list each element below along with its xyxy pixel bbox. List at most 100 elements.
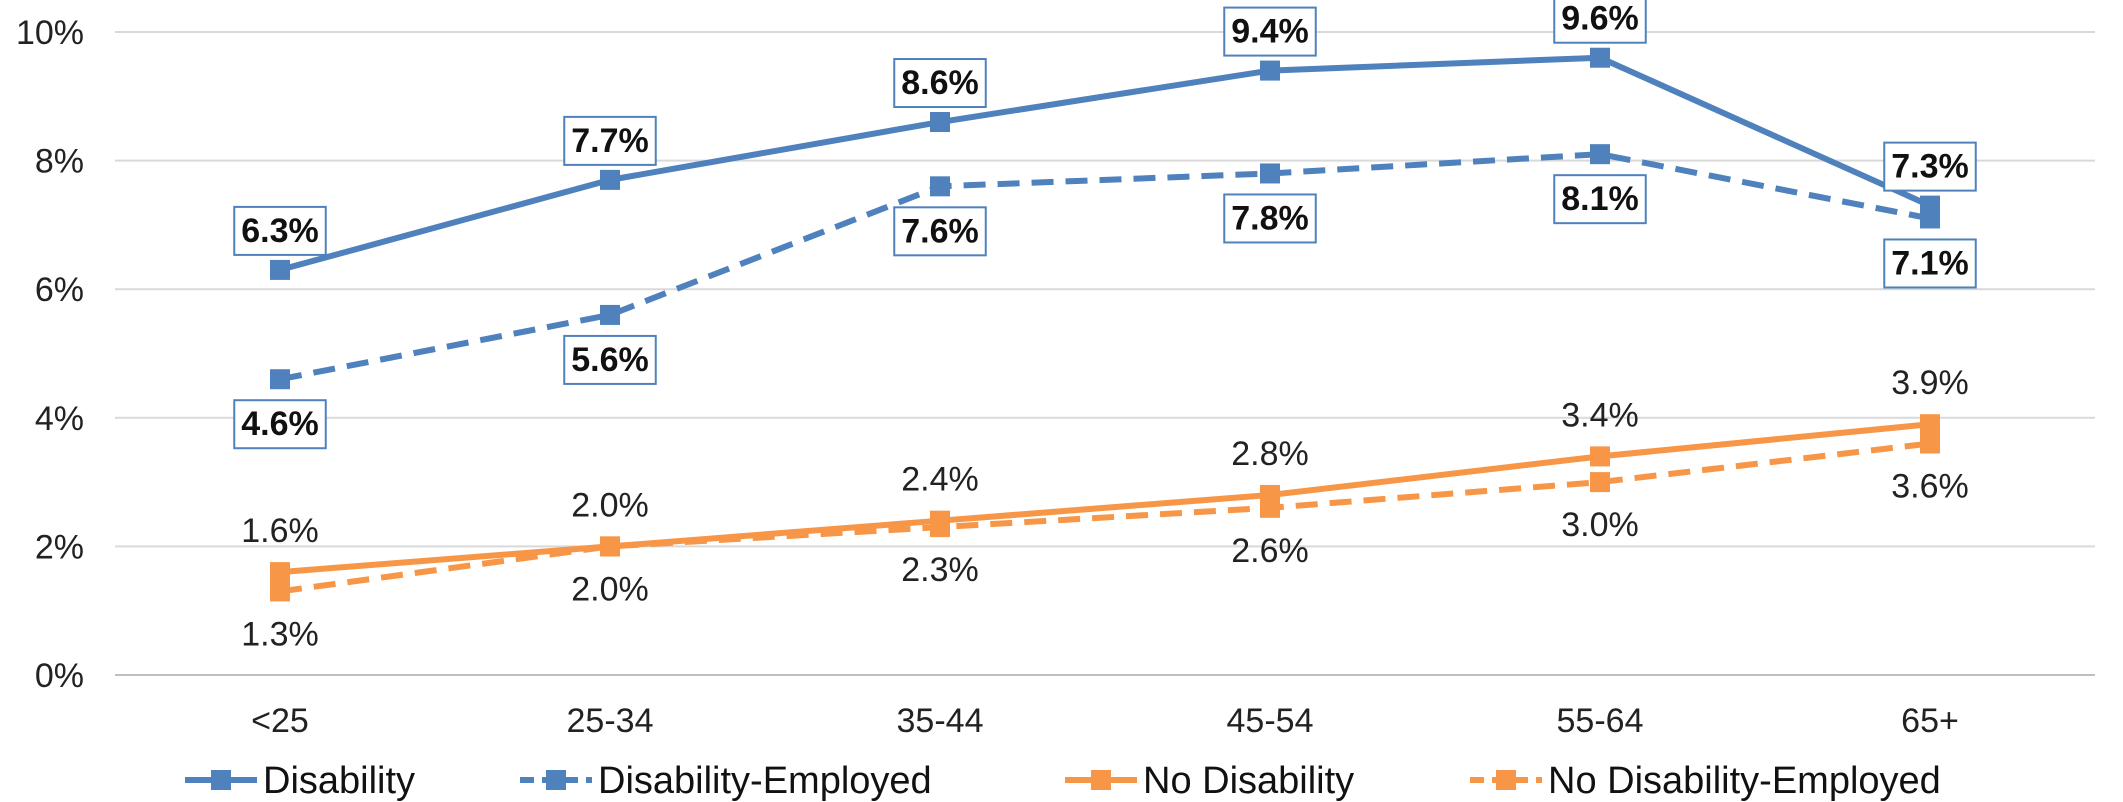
data-point-marker: [930, 517, 950, 538]
y-tick-label: 8%: [35, 143, 84, 181]
data-label: 2.4%: [901, 461, 979, 499]
data-label-box: [1553, 174, 1647, 225]
data-label: 2.8%: [1231, 435, 1309, 473]
data-label: 3.0%: [1561, 506, 1639, 544]
x-tick-label: 35-44: [897, 702, 984, 740]
data-label-text: 2.3%: [901, 551, 979, 589]
data-point-marker: [1590, 144, 1610, 165]
data-point-marker: [1260, 497, 1280, 518]
data-label-box: [893, 58, 987, 109]
data-label-text: 7.3%: [1891, 148, 1969, 186]
data-label: 3.4%: [1561, 396, 1639, 434]
data-label-box: [1223, 6, 1317, 57]
data-label: 2.0%: [571, 486, 649, 524]
series-line-3: [279, 421, 1931, 576]
data-label-box: [563, 115, 657, 166]
data-label-text: 2.4%: [901, 461, 979, 499]
data-label: 2.3%: [901, 551, 979, 589]
data-label-text: 7.8%: [1231, 199, 1309, 237]
y-tick-label: 0%: [35, 657, 84, 695]
data-label: 5.6%: [563, 334, 657, 385]
data-point-marker: [1590, 472, 1610, 493]
series-markers: [270, 47, 1940, 602]
data-label-box: [233, 399, 327, 450]
data-label-text: 7.6%: [901, 212, 979, 250]
data-label-text: 7.7%: [571, 122, 649, 160]
data-label: 1.3%: [241, 615, 319, 653]
data-label: 3.9%: [1891, 364, 1969, 402]
data-point-marker: [270, 259, 290, 280]
data-label-text: 2.8%: [1231, 435, 1309, 473]
data-label: 7.6%: [893, 206, 987, 257]
x-axis-tick-labels: <25 25-34 35-44 45-54 55-64 65+: [251, 702, 1959, 740]
data-label: 4.6%: [233, 399, 327, 450]
data-point-marker: [600, 169, 620, 190]
data-point-marker: [270, 562, 290, 583]
legend-label: Disability: [263, 760, 415, 802]
data-label: 9.6%: [1553, 0, 1647, 44]
y-tick-label: 10%: [16, 14, 84, 52]
data-label-box: [1553, 0, 1647, 44]
series-lines: [279, 54, 1932, 595]
data-label-text: 3.0%: [1561, 506, 1639, 544]
data-label-text: 2.6%: [1231, 532, 1309, 570]
series-line-2: [279, 151, 1931, 383]
data-label: 7.8%: [1223, 193, 1317, 244]
legend-item: Disability-Employed: [520, 760, 932, 802]
data-point-marker: [270, 581, 290, 602]
data-label: 9.4%: [1223, 6, 1317, 57]
gridlines: [115, 31, 2095, 676]
legend-marker-swatch: [211, 770, 231, 790]
data-label-text: 4.6%: [241, 405, 319, 443]
data-label-text: 3.4%: [1561, 396, 1639, 434]
data-label: 3.6%: [1891, 468, 1969, 506]
y-tick-label: 6%: [35, 271, 84, 309]
data-label-text: 9.4%: [1231, 13, 1309, 51]
data-label: 7.3%: [1883, 141, 1977, 192]
legend-label: No Disability-Employed: [1548, 760, 1941, 802]
data-label-text: 8.1%: [1561, 180, 1639, 218]
data-label: 8.6%: [893, 58, 987, 109]
data-label-box: [893, 206, 987, 257]
data-point-marker: [270, 369, 290, 390]
data-label: 7.7%: [563, 115, 657, 166]
legend-marker-swatch: [1496, 770, 1516, 790]
data-label-box: [563, 334, 657, 385]
series-line-4: [279, 440, 1931, 595]
data-label-box: [1883, 141, 1977, 192]
data-label-text: 1.3%: [241, 615, 319, 653]
data-point-marker: [600, 304, 620, 325]
data-label-text: 1.6%: [241, 512, 319, 550]
data-point-marker: [1260, 163, 1280, 184]
data-labels: 6.3% 7.7% 8.6% 9.4% 9.6% 7.3% 4.6% 5.6% 7.6% 7.8%…: [233, 0, 1977, 653]
data-point-marker: [1920, 414, 1940, 435]
data-label-text: 7.1%: [1891, 244, 1969, 282]
y-axis-tick-labels: 0% 2% 4% 6% 8% 10%: [16, 14, 84, 695]
data-label-box: [1883, 238, 1977, 289]
data-label-box: [1223, 193, 1317, 244]
data-point-marker: [1260, 60, 1280, 81]
data-label: 6.3%: [233, 205, 327, 256]
y-tick-label: 2%: [35, 528, 84, 566]
data-point-marker: [1920, 208, 1940, 229]
x-tick-label: 25-34: [567, 702, 654, 740]
data-label-text: 8.6%: [901, 64, 979, 102]
x-tick-label: <25: [251, 702, 309, 740]
data-label-box: [233, 205, 327, 256]
data-label: 1.6%: [241, 512, 319, 550]
x-tick-label: 65+: [1901, 702, 1959, 740]
x-tick-label: 55-64: [1557, 702, 1644, 740]
data-point-marker: [600, 536, 620, 557]
data-point-marker: [1920, 433, 1940, 454]
legend-item: Disability: [185, 760, 415, 802]
data-label: 7.1%: [1883, 238, 1977, 289]
legend: Disability Disability-Employed No Disabili…: [185, 760, 1941, 802]
data-label-text: 3.9%: [1891, 364, 1969, 402]
data-label-text: 6.3%: [241, 212, 319, 250]
legend-marker-swatch: [546, 770, 566, 790]
data-label-text: 5.6%: [571, 341, 649, 379]
data-label: 2.6%: [1231, 532, 1309, 570]
data-label: 2.0%: [571, 570, 649, 608]
legend-item: No Disability: [1065, 760, 1354, 802]
